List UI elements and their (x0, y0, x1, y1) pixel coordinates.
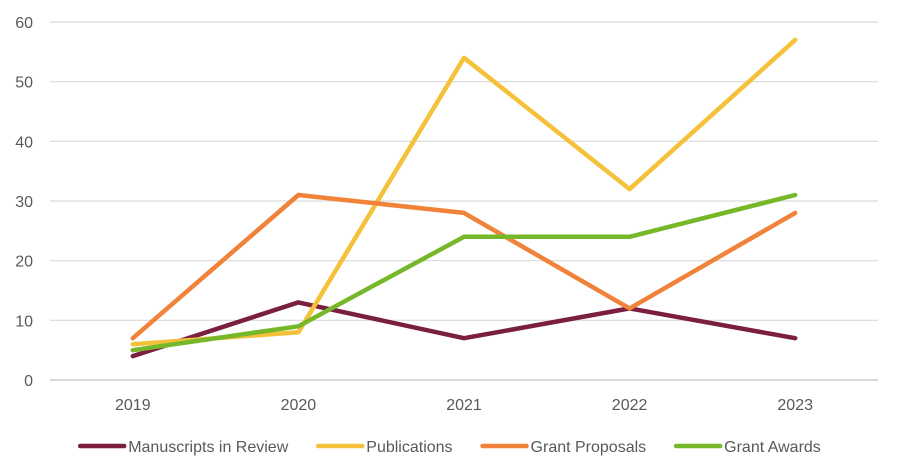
legend-label-grant-awards: Grant Awards (724, 439, 821, 456)
legend-label-manuscripts-in-review: Manuscripts in Review (128, 439, 289, 456)
legend: Manuscripts in Review Publications Grant P… (77, 439, 821, 456)
legend-label-publications: Publications (366, 439, 452, 456)
legend-label-grant-proposals: Grant Proposals (531, 439, 647, 456)
series-line-grant-proposals (130, 192, 798, 341)
x-tick-label: 2022 (612, 397, 648, 414)
gridlines (50, 21, 878, 381)
series-lines (130, 37, 798, 359)
x-axis-tick-labels: 2019 2020 2021 2022 2023 (115, 397, 813, 414)
x-tick-label: 2021 (446, 397, 482, 414)
series-line-publications (130, 37, 798, 347)
y-axis-tick-labels: 0 10 20 30 40 50 60 (15, 15, 33, 390)
series-line-grant-awards (130, 192, 798, 353)
x-tick-label: 2019 (115, 397, 151, 414)
y-tick-label: 0 (24, 373, 33, 390)
y-tick-label: 10 (15, 313, 33, 330)
y-tick-label: 30 (15, 194, 33, 211)
series-line-manuscripts-in-review (130, 300, 798, 359)
x-tick-label: 2020 (281, 397, 317, 414)
x-tick-label: 2023 (777, 397, 813, 414)
y-tick-label: 20 (15, 254, 33, 271)
y-tick-label: 60 (15, 15, 33, 32)
y-tick-label: 50 (15, 75, 33, 92)
y-tick-label: 40 (15, 134, 33, 151)
